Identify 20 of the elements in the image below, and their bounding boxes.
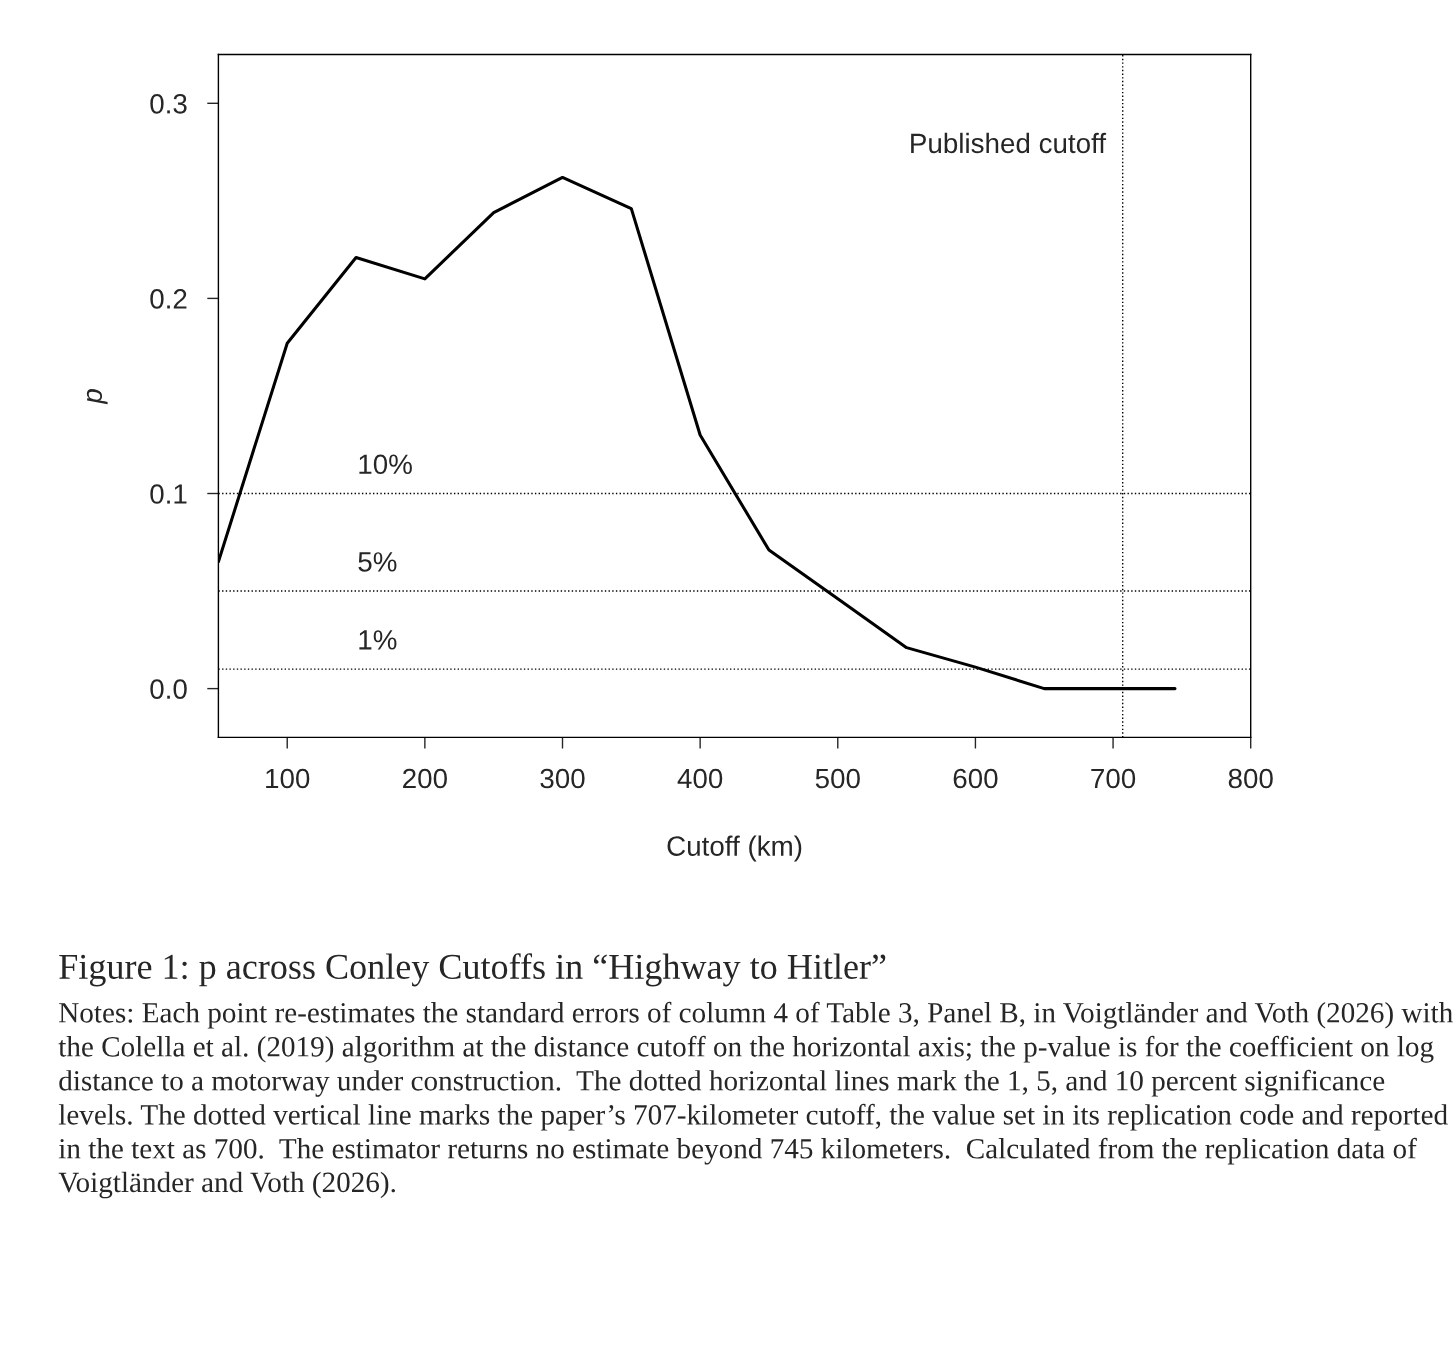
ref-line-label: 10% <box>359 454 412 475</box>
ref-line-label: 5% <box>358 552 397 572</box>
y-tick-label: 0.3 <box>150 93 187 114</box>
x-tick-label: 800 <box>1228 768 1273 789</box>
ref-line-label: 1% <box>359 630 397 650</box>
x-tick-label: 700 <box>1091 768 1136 789</box>
x-tick-label: 300 <box>540 768 585 789</box>
y-tick-label: 0.0 <box>150 679 187 699</box>
text: Figure 1: p across Conley Cutoffs in “Highway to Hitler” <box>59 953 886 987</box>
y-tick-label: 0.2 <box>150 289 187 309</box>
ref-line-label: Published cutoff <box>911 132 1107 154</box>
y-axis-title: p <box>86 389 108 405</box>
y-tick-label: 0.1 <box>150 484 187 504</box>
x-tick-label: 100 <box>266 768 310 789</box>
x-tick-label: 500 <box>815 768 860 789</box>
x-tick-label: 200 <box>403 768 447 789</box>
x-tick-label: 600 <box>953 768 998 789</box>
x-axis-title: Cutoff (km) <box>667 835 802 862</box>
text: Notes: Each point re-estimates the standard errors of column 4 of Table 3, Panel B, in Voigtländer and Voth (2026) with the Colella et al. (2019) algorithm at the distance cutoff on the horizontal axis; the p-value is for the coefficient on log distance to a motorway under construction. The dotted horizontal lines mark the 1, 5, and 10 percent significance levels. The dotted vertical line marks the paper’s 707-kilometer cutoff, the value set in its replication code and reported in the text as 700. The estimator returns no estimate beyond 745 kilometers. Calculated from the replication data of Voigtländer and Voth (2026). <box>58 1001 1453 1199</box>
x-tick-label: 400 <box>677 768 723 789</box>
